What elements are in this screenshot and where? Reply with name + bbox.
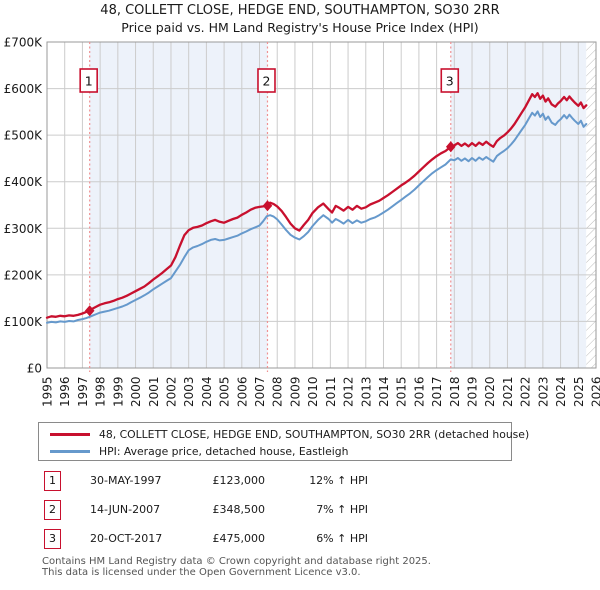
footer-line-1: Contains HM Land Registry data © Crown c… <box>42 556 431 567</box>
x-axis-tick-label: 2014 <box>377 376 391 407</box>
footer-line-2: This data is licensed under the Open Gov… <box>42 567 361 578</box>
transaction-hpi-delta: 7% ↑ HPI <box>316 503 368 516</box>
x-axis-tick-label: 2010 <box>306 376 320 407</box>
transaction-date: 14-JUN-2007 <box>90 503 161 516</box>
hpi-line <box>46 110 588 324</box>
sale-marker-diamond-icon <box>262 200 273 212</box>
x-axis-tick-label: 2018 <box>448 376 462 407</box>
x-axis-tick-label: 2015 <box>395 376 409 407</box>
x-axis-tick-label: 2000 <box>129 376 143 407</box>
legend-label-hpi: HPI: Average price, detached house, East… <box>99 445 349 458</box>
property-price-line <box>45 92 588 319</box>
x-axis-tick-label: 1999 <box>111 376 125 407</box>
x-axis-tick-label: 2021 <box>501 376 515 407</box>
y-axis-tick-label: £500K <box>4 129 44 143</box>
x-axis-tick-label: 2001 <box>147 376 161 407</box>
hpi-line-swatch-icon <box>50 450 90 453</box>
x-axis-tick-label: 1996 <box>58 376 72 407</box>
transaction-price: £475,000 <box>212 532 266 545</box>
x-axis-tick-label: 2020 <box>483 376 497 407</box>
sale-number-label: 1 <box>85 74 93 89</box>
x-axis-tick-label: 2007 <box>253 376 267 407</box>
x-axis-tick-label: 2026 <box>590 376 600 407</box>
chart-title: 48, COLLETT CLOSE, HEDGE END, SOUTHAMPTO… <box>100 3 500 18</box>
plot-border <box>46 41 597 369</box>
y-axis-tick-label: £300K <box>4 222 44 236</box>
x-axis-tick-label: 2011 <box>324 376 338 407</box>
future-hatch-band <box>586 42 596 368</box>
y-axis-tick-label: £200K <box>4 268 44 282</box>
transaction-row: 1 30-MAY-1997 £123,000 12% ↑ HPI <box>0 471 600 493</box>
property-line-swatch-icon <box>50 433 90 436</box>
x-axis-tick-label: 2024 <box>554 376 568 407</box>
x-axis-tick-label: 1997 <box>76 376 90 407</box>
x-axis-tick-label: 2003 <box>182 376 196 407</box>
sale-number-box <box>257 68 276 93</box>
x-axis-tick-label: 2017 <box>430 376 444 407</box>
x-axis-tick-label: 2022 <box>519 376 533 407</box>
transaction-number-badge: 1 <box>44 471 61 491</box>
sale-number-box <box>440 68 460 93</box>
x-axis-tick-label: 2025 <box>572 376 586 407</box>
sale-number-label: 2 <box>263 74 271 89</box>
transaction-price: £123,000 <box>212 474 266 487</box>
ownership-period-band <box>450 42 587 368</box>
ownership-period-band <box>89 42 268 368</box>
sale-number-label: 3 <box>446 74 454 89</box>
copyright-footer: Contains HM Land Registry data © Crown c… <box>42 556 592 578</box>
y-axis-tick-label: £0 <box>27 362 42 376</box>
chart-legend: 48, COLLETT CLOSE, HEDGE END, SOUTHAMPTO… <box>38 422 529 461</box>
transaction-row: 2 14-JUN-2007 £348,500 7% ↑ HPI <box>0 500 600 522</box>
y-axis-tick-label: £400K <box>4 175 44 189</box>
x-axis-tick-label: 1995 <box>41 376 55 407</box>
x-axis-tick-label: 2006 <box>235 376 249 407</box>
y-axis-tick-label: £700K <box>4 36 44 50</box>
transaction-date: 30-MAY-1997 <box>90 474 162 487</box>
x-axis-tick-label: 1998 <box>94 376 108 407</box>
legend-label-property: 48, COLLETT CLOSE, HEDGE END, SOUTHAMPTO… <box>99 428 530 441</box>
x-axis-tick-label: 2008 <box>271 376 285 407</box>
y-axis-tick-label: £100K <box>4 315 44 329</box>
legend-item-hpi: HPI: Average price, detached house, East… <box>39 443 349 460</box>
transaction-hpi-delta: 12% ↑ HPI <box>309 474 368 487</box>
transaction-hpi-delta: 6% ↑ HPI <box>316 532 368 545</box>
sale-marker-diamond-icon <box>84 305 95 317</box>
x-axis-tick-label: 2023 <box>536 376 550 407</box>
transaction-number-badge: 3 <box>44 529 61 549</box>
transaction-number-badge: 2 <box>44 500 61 520</box>
x-axis-tick-label: 2004 <box>200 376 214 407</box>
chart-subtitle: Price paid vs. HM Land Registry's House … <box>121 20 479 35</box>
transaction-date: 20-OCT-2017 <box>90 532 163 545</box>
price-chart: 1 2 3 £0 £100K £200K £300K £400K £500K £600K £700K… <box>4 36 600 408</box>
x-axis-tick-label: 2019 <box>466 376 480 407</box>
x-axis-tick-label: 2016 <box>412 376 426 407</box>
sale-number-box <box>79 68 98 93</box>
x-axis-tick-label: 2013 <box>359 376 373 407</box>
x-axis-tick-label: 2012 <box>342 376 356 407</box>
legend-item-property: 48, COLLETT CLOSE, HEDGE END, SOUTHAMPTO… <box>39 426 529 443</box>
transaction-row: 3 20-OCT-2017 £475,000 6% ↑ HPI <box>0 529 600 551</box>
x-axis-tick-label: 2002 <box>164 376 178 407</box>
transaction-price: £348,500 <box>212 503 266 516</box>
x-axis-tick-label: 2005 <box>218 376 232 407</box>
y-axis-tick-label: £600K <box>4 82 44 96</box>
sale-marker-diamond-icon <box>445 141 456 153</box>
x-axis-tick-label: 2009 <box>288 376 302 407</box>
